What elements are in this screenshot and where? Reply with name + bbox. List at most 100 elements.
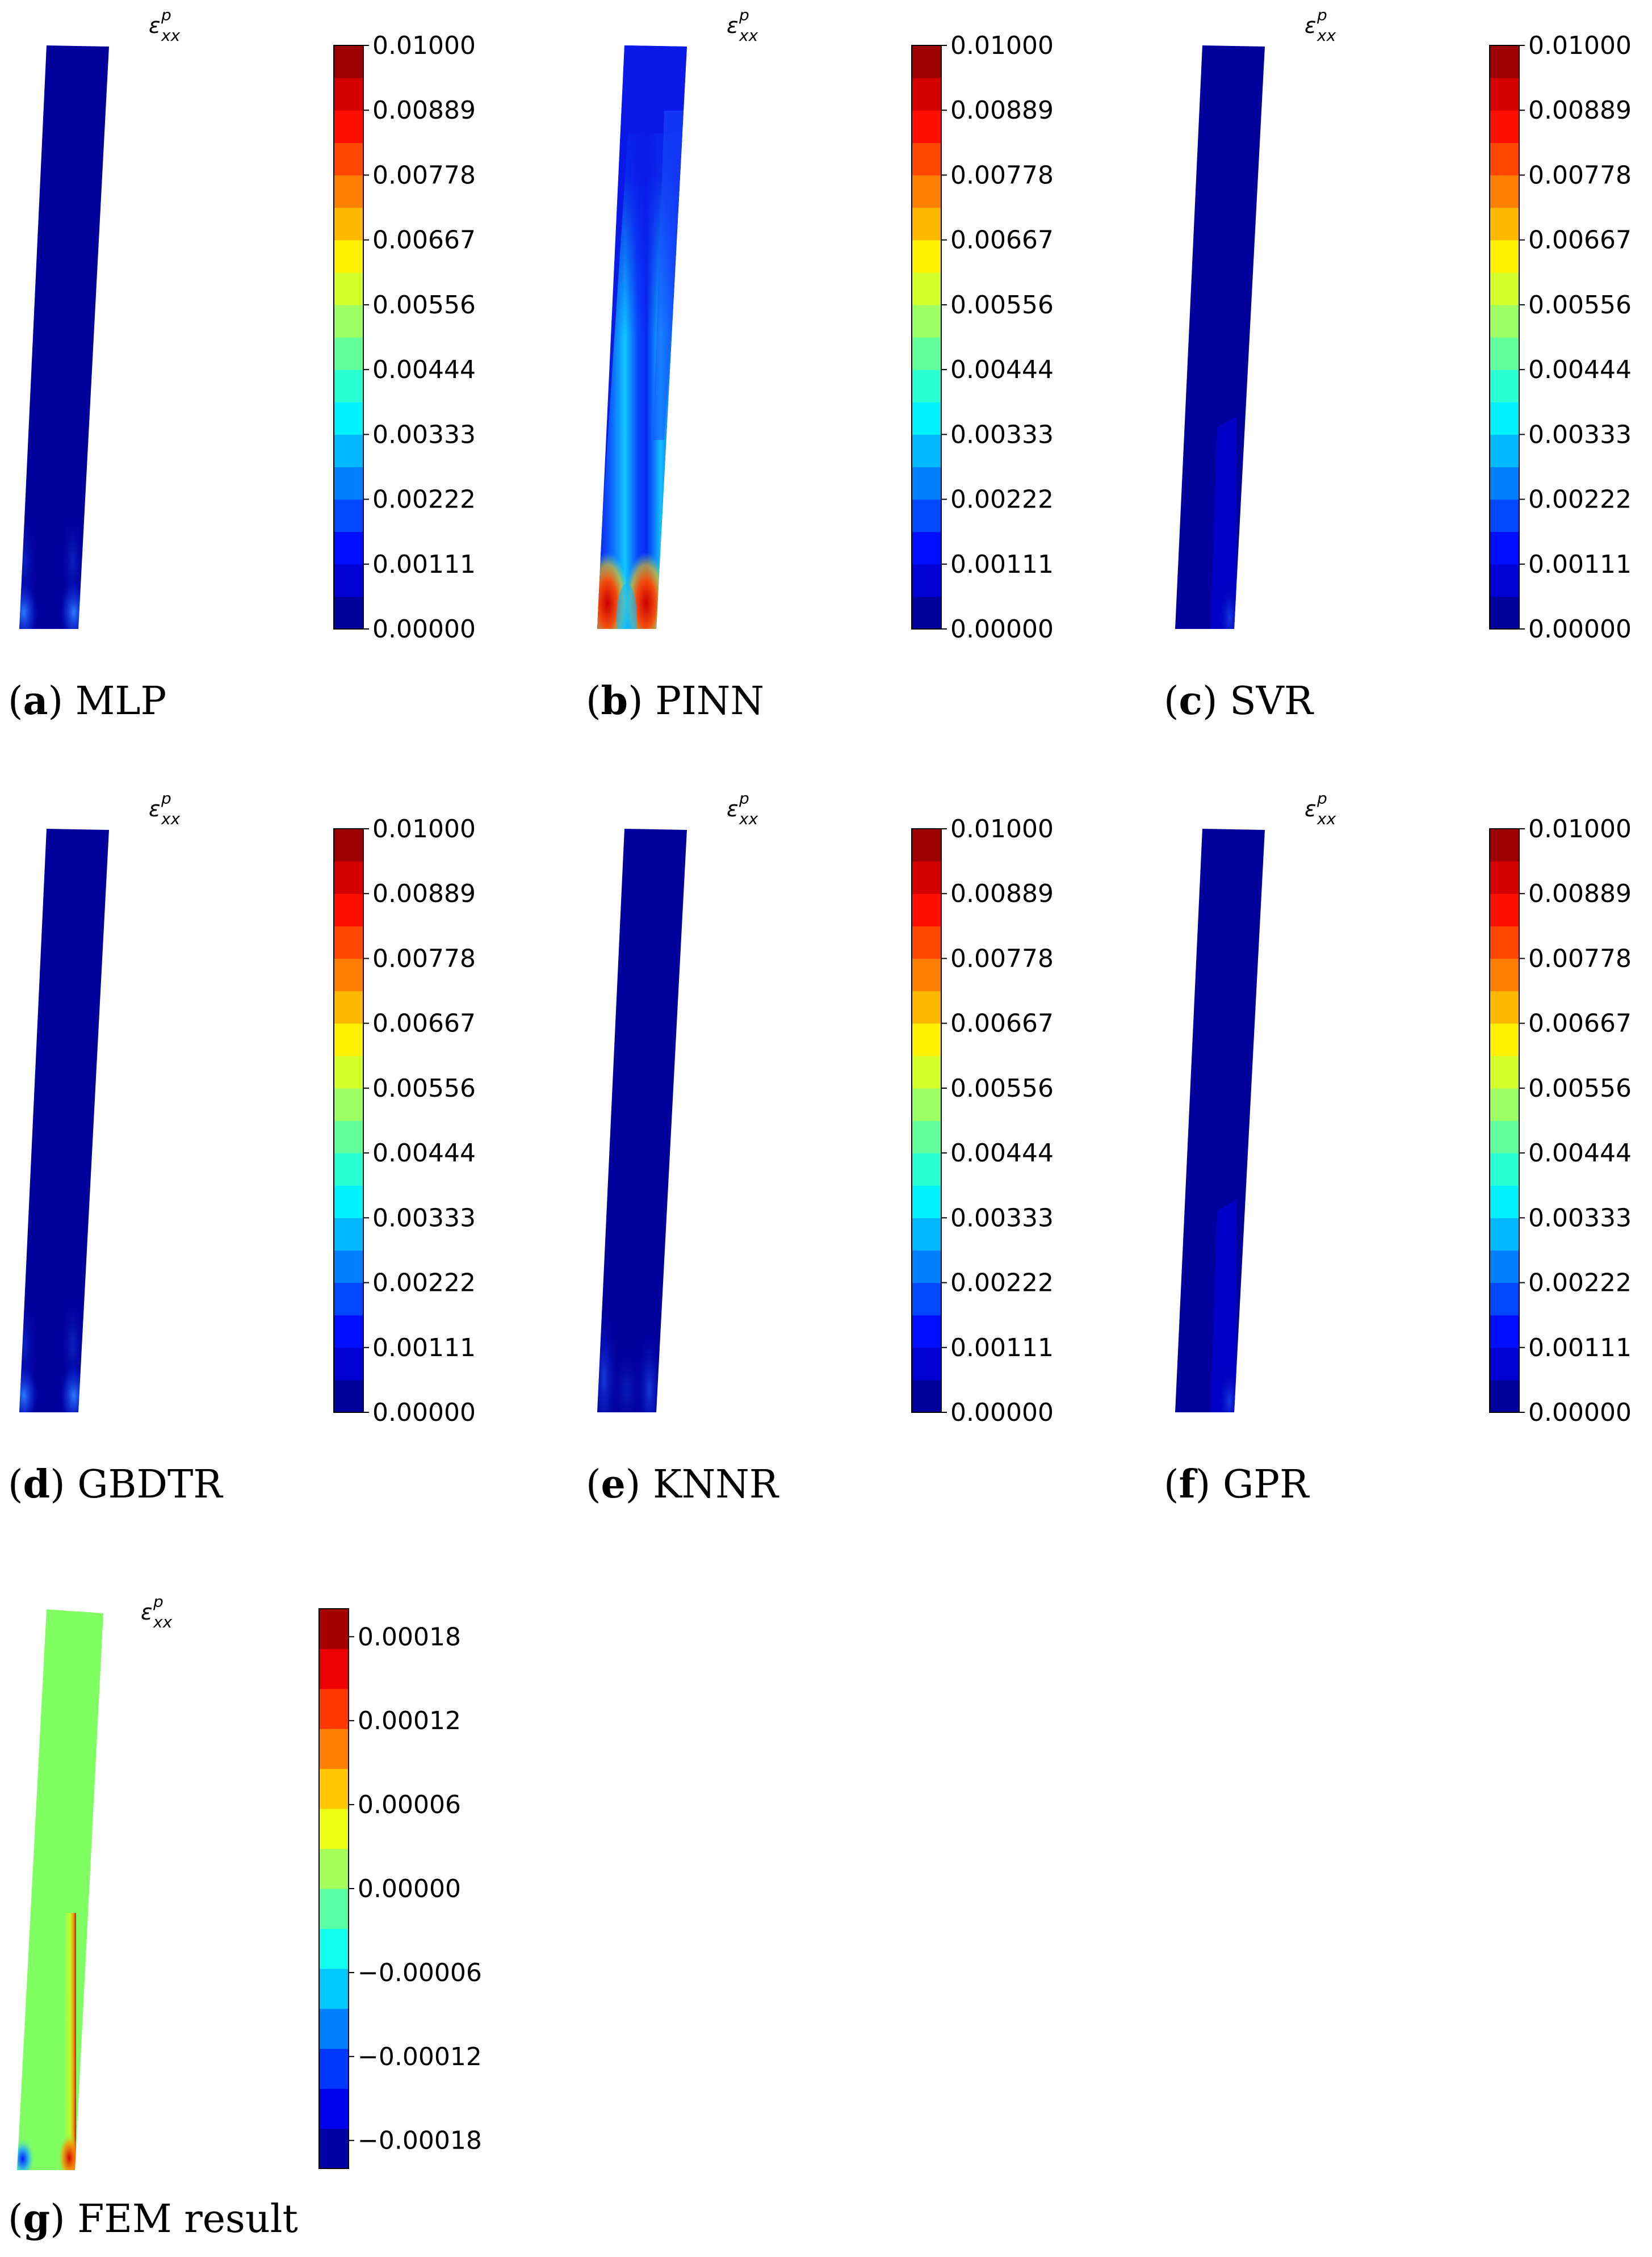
colorbar-tick-label: 0.00889 [372, 96, 476, 125]
panel-c: ε pxx0.000000.001110.002220.003330.004440… [1164, 6, 1632, 724]
colorbar: 0.00000 0.00111 0.00222 0.00333 0.00444 0.005… [1489, 31, 1632, 644]
colorbar-level [1490, 1055, 1519, 1089]
colorbar-tick-label: −0.00018 [358, 2126, 482, 2155]
colorbar-level [334, 370, 363, 402]
colorbar-level [334, 304, 363, 338]
variable-label: ε pxx [1305, 789, 1336, 828]
colorbar-tick-label: 0.00000 [372, 615, 476, 644]
colorbar-level [334, 175, 363, 208]
colorbar-level [912, 926, 941, 959]
colorbar-tick-label: 0.00222 [950, 1269, 1054, 1298]
colorbar-tick-label: 0.00222 [1528, 485, 1632, 514]
colorbar-level [334, 1153, 363, 1186]
colorbar-tick-label: 0.01000 [372, 815, 476, 844]
svg-text:ε: ε [1305, 796, 1316, 821]
colorbar-tick-label: 0.00444 [950, 355, 1054, 384]
colorbar-tick-label: 0.00000 [372, 1398, 476, 1427]
panel-caption: (c) SVR [1164, 678, 1314, 724]
colorbar-level [1490, 78, 1519, 111]
colorbar-tick-label: 0.00333 [372, 420, 476, 449]
colorbar-level [334, 893, 363, 926]
colorbar-tick-label: 0.00889 [372, 879, 476, 908]
panel-caption: (a) MLP [8, 678, 166, 724]
colorbar-level [1490, 434, 1519, 468]
colorbar-level [912, 596, 941, 630]
colorbar-level [334, 1218, 363, 1251]
colorbar-level [912, 142, 941, 176]
variable-label: ε pxx [141, 1592, 173, 1631]
colorbar-tick-label: 0.00667 [1528, 1009, 1632, 1038]
colorbar-tick-label: 0.00000 [950, 615, 1054, 644]
colorbar-tick-label: 0.01000 [1528, 815, 1632, 844]
colorbar-tick-label: 0.01000 [950, 815, 1054, 844]
colorbar-level [912, 499, 941, 532]
colorbar-tick-label: 0.00556 [372, 291, 476, 320]
colorbar-tick-label: 0.00444 [372, 355, 476, 384]
colorbar-tick-label: 0.00000 [1528, 615, 1632, 644]
colorbar-level [912, 45, 941, 78]
colorbar-tick-label: 0.00444 [372, 1139, 476, 1168]
colorbar-level [1490, 1282, 1519, 1316]
colorbar-level [334, 1250, 363, 1283]
colorbar-tick-label: 0.00667 [372, 226, 476, 255]
svg-text:ε: ε [727, 796, 739, 821]
colorbar-level [319, 1729, 349, 1769]
colorbar-level [334, 926, 363, 959]
colorbar-tick-label: 0.00444 [950, 1139, 1054, 1168]
colorbar-level [1490, 175, 1519, 208]
colorbar-level [1490, 272, 1519, 305]
colorbar-level [1490, 1185, 1519, 1218]
colorbar-tick-label: 0.00333 [950, 1203, 1054, 1232]
colorbar-level [334, 142, 363, 176]
colorbar-level [334, 45, 363, 78]
colorbar-level [334, 531, 363, 565]
colorbar-level [1490, 337, 1519, 370]
colorbar-level [319, 1609, 349, 1650]
colorbar-level [1490, 402, 1519, 435]
variable-label: ε pxx [149, 789, 181, 828]
colorbar-tick-label: 0.00556 [1528, 291, 1632, 320]
colorbar-level [334, 434, 363, 468]
colorbar-level [334, 829, 363, 862]
colorbar-level [334, 207, 363, 241]
colorbar-level [912, 958, 941, 992]
colorbar-level [912, 1347, 941, 1381]
colorbar-tick-label: 0.00000 [358, 1874, 461, 1903]
colorbar-level [912, 1055, 941, 1089]
svg-text:ε: ε [727, 13, 739, 38]
colorbar-level [334, 596, 363, 630]
svg-text:p: p [1316, 6, 1327, 24]
colorbar-level [912, 1282, 941, 1316]
colorbar-level [912, 1218, 941, 1251]
colorbar-level [1490, 861, 1519, 894]
colorbar-tick-label: 0.00006 [358, 1790, 461, 1819]
colorbar-tick-label: 0.00222 [372, 1269, 476, 1298]
colorbar-level [334, 402, 363, 435]
colorbar-level [912, 1023, 941, 1056]
colorbar-level [334, 1055, 363, 1089]
colorbar-tick-label: 0.00111 [372, 1333, 476, 1362]
colorbar-level [319, 1809, 349, 1849]
colorbar-level [1490, 1121, 1519, 1153]
panel-caption: (b) PINN [586, 678, 764, 724]
svg-text:p: p [161, 6, 171, 24]
colorbar-level [1490, 1379, 1519, 1413]
colorbar-level [1490, 1023, 1519, 1056]
colorbar-level [912, 304, 941, 338]
colorbar-tick-label: 0.00111 [1528, 1333, 1632, 1362]
colorbar-level [912, 1153, 941, 1186]
colorbar-tick-label: 0.00333 [372, 1203, 476, 1232]
colorbar-tick-label: 0.00556 [1528, 1074, 1632, 1103]
colorbar-tick-label: 0.00778 [1528, 944, 1632, 973]
specimen-contour [19, 45, 109, 629]
variable-label: ε pxx [149, 6, 181, 45]
colorbar-tick-label: 0.00889 [950, 96, 1054, 125]
colorbar-level [319, 2088, 349, 2129]
svg-text:ε: ε [141, 1600, 153, 1625]
colorbar-level [319, 1848, 349, 1889]
svg-text:p: p [1316, 789, 1327, 808]
colorbar-level [334, 991, 363, 1024]
colorbar-level [334, 1347, 363, 1381]
colorbar-tick-label: 0.00000 [1528, 1398, 1632, 1427]
